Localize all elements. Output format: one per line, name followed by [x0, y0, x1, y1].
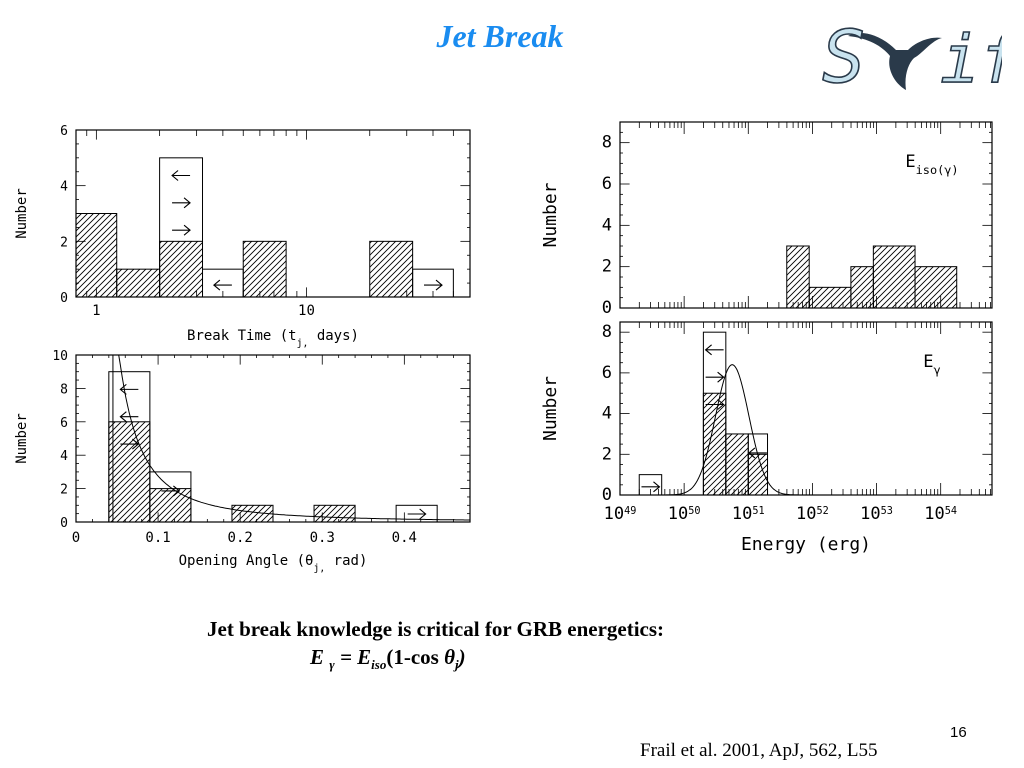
- egamma-ytick-label: 8: [602, 322, 612, 342]
- opening-angle-xtick-label: 0.2: [228, 530, 253, 546]
- opening-angle-bar-0: [108, 421, 151, 523]
- eiso-ytick-label: 8: [602, 133, 612, 153]
- egamma-ytick-label: 0: [602, 485, 612, 505]
- break-time-limit-arrow-2-0: [423, 279, 443, 291]
- egamma-ytick-label: 6: [602, 363, 612, 383]
- opening-angle-x-axis-title: Opening Angle (θj, rad): [179, 553, 368, 574]
- opening-angle-xtick-label: 0.3: [310, 530, 335, 546]
- page-number: 16: [950, 724, 967, 741]
- eiso-plot-frame: [619, 121, 993, 309]
- opening-angle-ytick-label: 6: [60, 416, 68, 431]
- reference-citation: Frail et al. 2001, ApJ, 562, L55: [640, 740, 878, 761]
- eiso-ytick-label: 4: [602, 215, 612, 235]
- eiso-bar-0: [786, 245, 810, 309]
- egamma-limit-arrow-1-0: [704, 344, 724, 356]
- opening-angle-bar-1: [149, 488, 192, 523]
- break-time-ytick-label: 4: [60, 180, 68, 195]
- eiso-y-axis-title: Number: [540, 182, 561, 247]
- opening-angle-histogram: 0 2 4 6 8 10 0 0.1 0.2 0.3 0.4 Opening Angle (θj, r…: [14, 349, 471, 574]
- eiso-histogram: 0 2 4 6 8 Number Eiso(γ): [540, 121, 993, 318]
- eiso-series-label: Eiso(γ): [905, 152, 958, 177]
- egamma-histogram: 0 2 4 6 8 1049 1050 1051 1052 1053 1054 Energy (erg…: [540, 321, 993, 555]
- egamma-limit-arrow-2-0: [748, 447, 767, 459]
- egamma-bar-0: [702, 392, 727, 496]
- break-time-limit-arrow-0-2: [172, 224, 191, 236]
- opening-angle-xtick-label: 0: [72, 530, 80, 546]
- eiso-ytick-label: 6: [602, 174, 612, 194]
- egamma-plot-frame: [619, 321, 993, 496]
- energy-formula: E γ = Eiso(1-cos θj): [310, 645, 466, 673]
- egamma-xtick-label: 1049: [604, 504, 637, 524]
- swift-logo: S ift: [821, 14, 1002, 92]
- eiso-bar-2: [850, 266, 874, 309]
- break-time-bar-1: [116, 268, 161, 298]
- break-time-bar-3: [242, 240, 287, 298]
- eiso-bar-4: [914, 266, 958, 309]
- egamma-xtick-label: 1051: [732, 504, 765, 524]
- break-time-ytick-label: 2: [60, 235, 68, 250]
- break-time-ytick-label: 6: [60, 124, 68, 139]
- break-time-xtick-label: 1: [92, 303, 100, 319]
- opening-angle-xtick-label: 0.1: [145, 530, 170, 546]
- opening-angle-ytick-label: 4: [60, 449, 68, 464]
- eiso-bar-1: [808, 286, 852, 309]
- eiso-ytick-label: 0: [602, 298, 612, 318]
- opening-angle-limit-arrow-2-0: [407, 508, 427, 520]
- break-time-bar-4: [369, 240, 414, 298]
- caption: Jet break knowledge is critical for GRB …: [207, 617, 665, 641]
- break-time-bar-2: [159, 240, 204, 298]
- eiso-bar-3: [872, 245, 916, 309]
- eiso-ytick-label: 2: [602, 257, 612, 277]
- break-time-x-axis-title: Break Time (tj, days): [187, 328, 359, 349]
- opening-angle-ytick-label: 10: [52, 349, 68, 364]
- opening-angle-fit-curve: [118, 354, 470, 521]
- slide-title: Jet Break: [436, 18, 564, 54]
- break-time-bar-0: [75, 213, 118, 298]
- svg-text:S: S: [822, 15, 865, 92]
- opening-angle-limit-arrow-0-2: [120, 438, 140, 450]
- egamma-x-axis-title: Energy (erg): [741, 534, 871, 555]
- opening-angle-ytick-label: 2: [60, 483, 68, 498]
- opening-angle-ytick-label: 0: [60, 516, 68, 531]
- opening-angle-ytick-label: 8: [60, 382, 68, 397]
- bird-icon: [848, 32, 942, 90]
- opening-angle-limit-arrow-0-0: [119, 383, 139, 395]
- egamma-ytick-label: 2: [602, 444, 612, 464]
- egamma-xtick-label: 1054: [924, 504, 957, 524]
- opening-angle-plot-frame: [75, 354, 471, 523]
- break-time-y-axis-title: Number: [14, 188, 30, 239]
- opening-angle-bar-3: [313, 504, 356, 523]
- egamma-xtick-label: 1053: [860, 504, 893, 524]
- egamma-fit-curve: [652, 364, 813, 496]
- egamma-series-label: Eγ: [923, 352, 940, 377]
- egamma-y-axis-title: Number: [540, 376, 561, 441]
- egamma-limit-arrow-1-1: [705, 371, 725, 383]
- egamma-bar-1: [725, 433, 749, 496]
- egamma-limit-arrow-0-0: [641, 481, 661, 493]
- egamma-ytick-label: 4: [602, 404, 612, 424]
- break-time-plot-frame: [75, 129, 471, 298]
- opening-angle-y-axis-title: Number: [14, 413, 30, 464]
- opening-angle-xtick-label: 0.4: [392, 530, 417, 546]
- break-time-histogram: 0 2 4 6 1 10 Break Time (tj, days) Number: [14, 124, 471, 349]
- opening-angle-limit-arrow-0-1: [119, 411, 139, 423]
- egamma-xtick-label: 1050: [668, 504, 701, 524]
- egamma-limit-arrow-1-2: [705, 399, 725, 410]
- break-time-limit-arrow-0-1: [172, 197, 191, 209]
- break-time-ytick-label: 0: [60, 291, 68, 306]
- svg-text:ift: ift: [940, 21, 1002, 92]
- break-time-limit-arrow-0-0: [171, 170, 191, 181]
- egamma-xtick-label: 1052: [796, 504, 829, 524]
- break-time-limit-arrow-1-0: [213, 279, 232, 291]
- break-time-xtick-label: 10: [298, 303, 315, 319]
